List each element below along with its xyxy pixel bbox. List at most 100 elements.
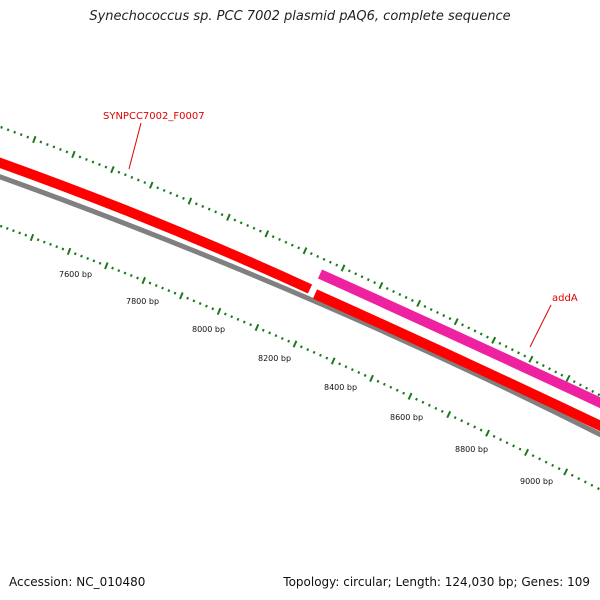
upper-minor-tick [347, 269, 351, 273]
lower-minor-tick [49, 242, 52, 246]
sequence-backbone [0, 174, 600, 438]
lower-minor-tick [123, 271, 127, 275]
lower-minor-tick [531, 454, 535, 458]
label-leader-f0007 [128, 122, 142, 170]
lower-minor-tick [223, 312, 227, 316]
upper-minor-tick [486, 335, 489, 339]
lower-minor-tick [42, 240, 46, 244]
upper-major-tick [302, 247, 308, 255]
lower-minor-tick [12, 229, 15, 233]
lower-major-tick [330, 357, 336, 365]
lower-minor-tick [242, 320, 246, 324]
upper-minor-tick [239, 221, 243, 225]
lower-minor-tick [479, 428, 483, 432]
upper-minor-tick [554, 370, 558, 374]
upper-minor-tick [448, 317, 452, 321]
upper-minor-tick [104, 165, 108, 169]
upper-minor-tick [220, 213, 224, 217]
lower-major-tick [66, 247, 72, 256]
lower-major-tick [485, 429, 491, 437]
upper-minor-tick [504, 345, 508, 349]
lower-minor-tick [440, 409, 444, 413]
upper-minor-tick [201, 204, 205, 208]
lower-minor-tick [389, 385, 393, 389]
lower-major-tick [407, 392, 413, 400]
bp-label: 8600 bp [390, 413, 423, 422]
bp-label: 7600 bp [59, 270, 92, 279]
upper-tick-track [0, 125, 600, 397]
lower-minor-tick [268, 331, 272, 335]
lower-major-tick [292, 340, 298, 348]
lower-minor-tick [154, 284, 158, 288]
gene-adda[interactable] [317, 269, 600, 409]
upper-minor-tick [548, 367, 551, 371]
upper-minor-tick [194, 202, 198, 206]
lower-major-tick [141, 276, 146, 285]
upper-major-tick [149, 181, 154, 189]
lower-minor-tick [98, 261, 102, 265]
upper-minor-tick [322, 257, 326, 261]
upper-minor-tick [354, 272, 358, 276]
bp-scale-labels: 7600 bp 7800 bp 8000 bp 8200 bp 8400 bp 8600 … [59, 270, 553, 486]
gene-red-segment[interactable] [312, 289, 600, 432]
label-leader-adda [529, 304, 552, 348]
upper-minor-tick [259, 229, 262, 233]
lower-minor-tick [280, 336, 284, 340]
upper-minor-tick [233, 218, 237, 222]
lower-minor-tick [570, 473, 574, 477]
gene-synpcc7002-f0007[interactable] [0, 157, 313, 294]
lower-minor-tick [198, 302, 202, 305]
lower-minor-tick [211, 307, 215, 311]
lower-minor-tick [492, 434, 496, 438]
lower-minor-tick [499, 438, 502, 442]
upper-major-tick [378, 281, 384, 290]
lower-minor-tick [427, 403, 431, 407]
upper-minor-tick [136, 178, 140, 182]
lower-minor-tick [312, 350, 316, 354]
lower-major-tick [563, 468, 569, 476]
lower-minor-tick [544, 460, 548, 464]
lower-minor-tick [325, 356, 329, 360]
lower-minor-tick [319, 353, 322, 357]
lower-minor-tick [117, 269, 121, 273]
upper-minor-tick [585, 386, 588, 390]
lower-minor-tick [274, 334, 278, 338]
lower-minor-tick [597, 487, 600, 491]
upper-minor-tick [117, 170, 121, 174]
upper-minor-tick [436, 311, 439, 315]
upper-minor-tick [246, 224, 250, 228]
lower-minor-tick [402, 391, 406, 395]
lower-minor-tick [306, 348, 310, 352]
lower-minor-tick [230, 315, 234, 319]
upper-minor-tick [404, 295, 408, 299]
accession-text: Accession: NC_010480 [9, 575, 146, 589]
lower-minor-tick [512, 444, 515, 448]
lower-minor-tick [192, 299, 196, 303]
lower-minor-tick [421, 400, 425, 404]
lower-minor-tick [24, 233, 28, 237]
upper-minor-tick [252, 226, 256, 230]
upper-minor-tick [498, 341, 502, 345]
upper-minor-tick [26, 135, 30, 139]
upper-minor-tick [316, 254, 320, 258]
lower-minor-tick [382, 382, 386, 386]
lower-major-tick [179, 292, 184, 300]
upper-minor-tick [65, 150, 69, 154]
lower-minor-tick [92, 259, 96, 263]
gene-label-adda: addA [552, 293, 578, 304]
lower-minor-tick [376, 379, 380, 383]
bp-label: 7800 bp [126, 297, 159, 306]
map-title: Synechococcus sp. PCC 7002 plasmid pAQ6,… [89, 9, 511, 24]
upper-minor-tick [207, 207, 211, 211]
lower-minor-tick [551, 463, 555, 467]
upper-minor-tick [13, 130, 17, 134]
upper-minor-tick [510, 348, 514, 352]
bp-label: 8800 bp [455, 445, 488, 454]
lower-minor-tick [0, 224, 3, 228]
upper-minor-tick [6, 128, 10, 132]
upper-major-tick [187, 197, 193, 205]
lower-minor-tick [287, 339, 291, 343]
upper-minor-tick [271, 235, 275, 239]
upper-major-tick [71, 150, 76, 159]
lower-major-tick [524, 448, 530, 456]
